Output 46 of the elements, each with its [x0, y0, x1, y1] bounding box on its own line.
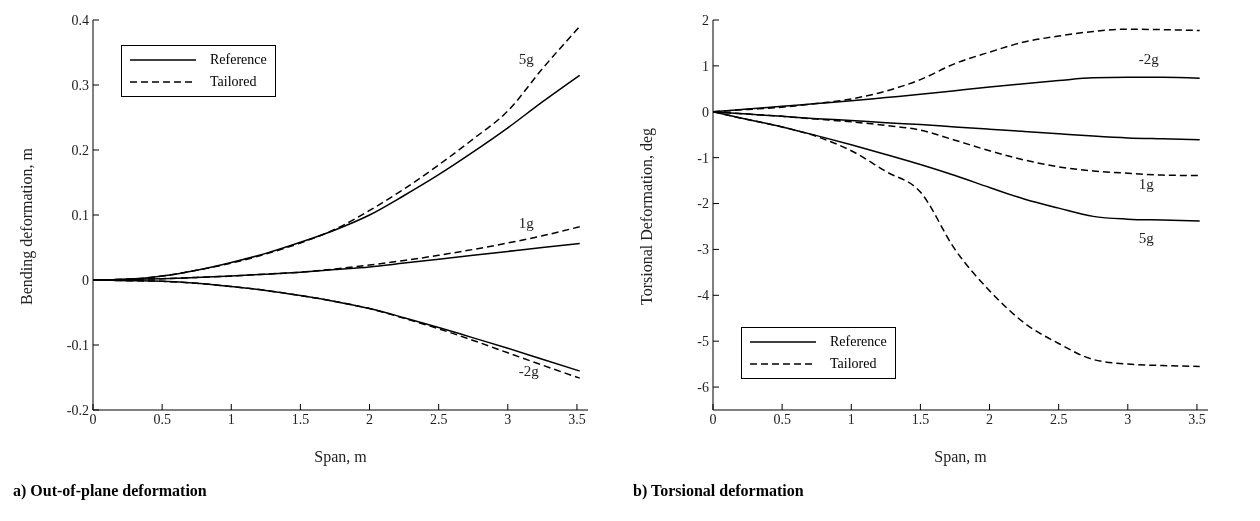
x-axis-title: Span, m — [934, 448, 988, 466]
annotation: 1g — [518, 213, 534, 232]
x-tick-label: 2 — [986, 411, 994, 427]
y-tick-label: -2 — [697, 196, 709, 212]
x-tick-label: 3 — [1124, 411, 1132, 427]
legend-label: Reference — [210, 52, 267, 68]
y-tick-label: -1 — [697, 150, 709, 166]
x-tick-label: 2 — [366, 411, 374, 427]
x-tick-label: 2.5 — [429, 411, 448, 427]
y-tick-label: 1 — [702, 58, 709, 74]
x-tick-label: 3.5 — [568, 411, 586, 427]
annotation: -2g — [518, 362, 539, 380]
text: b) Torsional deformation — [633, 482, 804, 500]
y-tick-label: 0.2 — [71, 142, 89, 158]
x-tick-label: 3 — [504, 411, 512, 427]
x-axis-title: Span, m — [314, 448, 368, 466]
annotation: 1g — [1138, 174, 1154, 193]
x-tick-label: 0.5 — [153, 411, 171, 427]
legend-label: Tailored — [210, 74, 257, 90]
y-tick-label: -4 — [697, 288, 709, 304]
x-tick-label: 1 — [847, 411, 855, 427]
y-axis-title: Torsional Deformation, deg — [637, 127, 656, 305]
legend-label: Tailored — [830, 356, 877, 372]
y-tick-label: -5 — [697, 334, 709, 350]
x-tick-label: 1.5 — [911, 411, 930, 427]
y-tick-label: -6 — [697, 380, 709, 396]
y-tick-label: -0.1 — [66, 337, 89, 353]
y-tick-label: 0 — [702, 104, 709, 120]
y-tick-label: 2 — [702, 12, 709, 28]
y-tick-label: -3 — [697, 242, 709, 258]
y-tick-label: -0.2 — [66, 402, 89, 418]
y-tick-label: 0 — [82, 272, 89, 288]
x-tick-label: 2.5 — [1049, 411, 1068, 427]
annotation: 5g — [518, 50, 534, 68]
x-tick-label: 3.5 — [1188, 411, 1206, 427]
y-tick-label: 0.4 — [71, 12, 89, 28]
text: a) Out-of-plane deformation — [13, 482, 207, 500]
annotation: -2g — [1138, 50, 1159, 68]
legend-label: Reference — [830, 334, 887, 350]
y-axis-title: Bending deformation, m — [17, 147, 36, 305]
y-tick-label: 0.3 — [71, 77, 89, 93]
y-tick-label: 0.1 — [71, 207, 89, 223]
x-tick-label: 1 — [227, 411, 235, 427]
annotation: 5g — [1138, 229, 1154, 248]
x-tick-label: 0.5 — [773, 411, 791, 427]
x-tick-label: 1.5 — [291, 411, 310, 427]
